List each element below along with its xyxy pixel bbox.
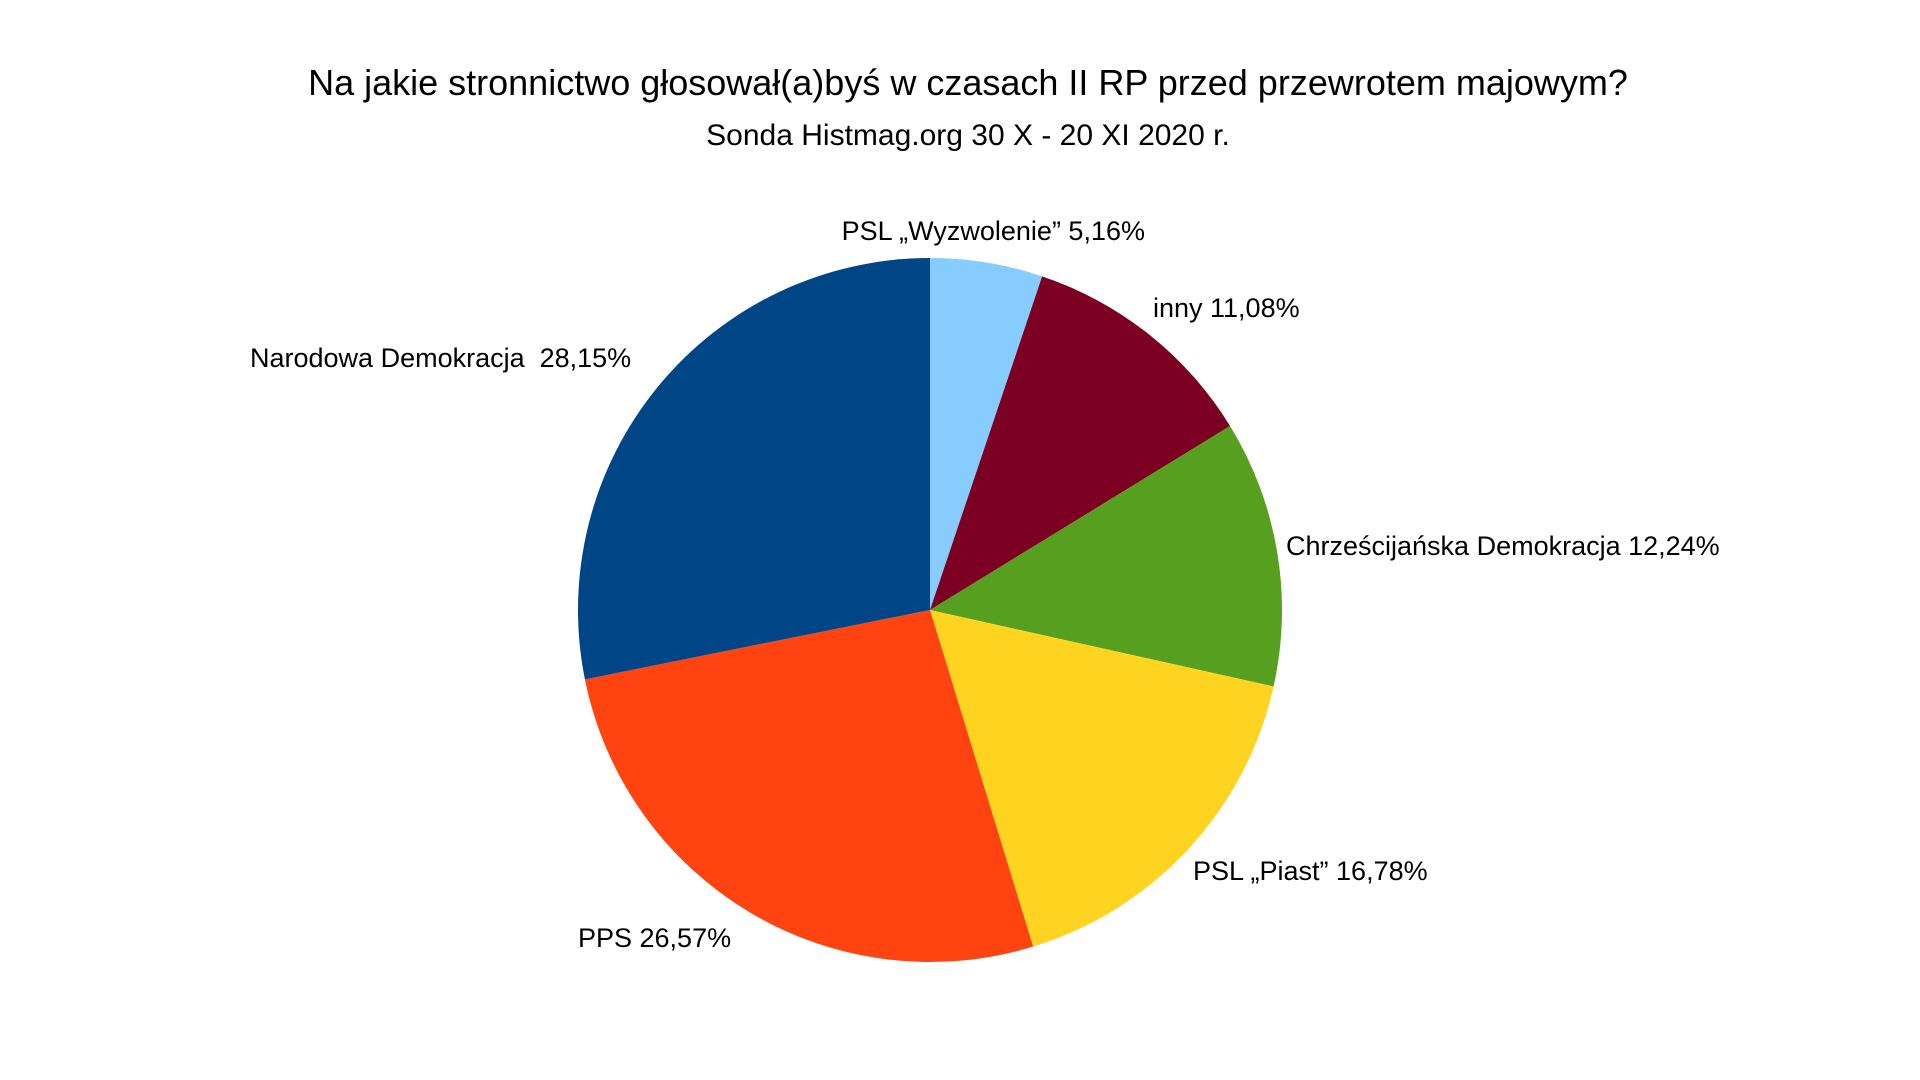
pie-slice-6 xyxy=(578,258,930,680)
pie-slice-label-2: inny 11,08% xyxy=(1153,293,1300,323)
pie-slices xyxy=(578,258,1282,962)
pie-slice-label-6: Narodowa Demokracja 28,15% xyxy=(250,343,631,373)
pie-slice-5 xyxy=(584,610,1034,962)
pie-slice-4 xyxy=(930,610,1274,947)
pie-slice-label-5: PPS 26,57% xyxy=(578,923,731,953)
pie-slice-label-4: PSL „Piast” 16,78% xyxy=(1193,856,1428,886)
pie-slice-2 xyxy=(930,276,1231,610)
pie-slice-label-3: Chrześcijańska Demokracja 12,24% xyxy=(1286,531,1720,561)
pie-slice-label-1: PSL „Wyzwolenie” 5,16% xyxy=(842,216,1145,246)
pie-labels: PSL „Wyzwolenie” 5,16% inny 11,08% Chrześc… xyxy=(250,216,1720,953)
pie-slice-3 xyxy=(930,425,1282,687)
chart-title: Na jakie stronnictwo głosował(a)byś w cz… xyxy=(308,62,1628,103)
pie-slice-1 xyxy=(930,258,1043,610)
chart-subtitle: Sonda Histmag.org 30 X - 20 XI 2020 r. xyxy=(706,119,1230,152)
